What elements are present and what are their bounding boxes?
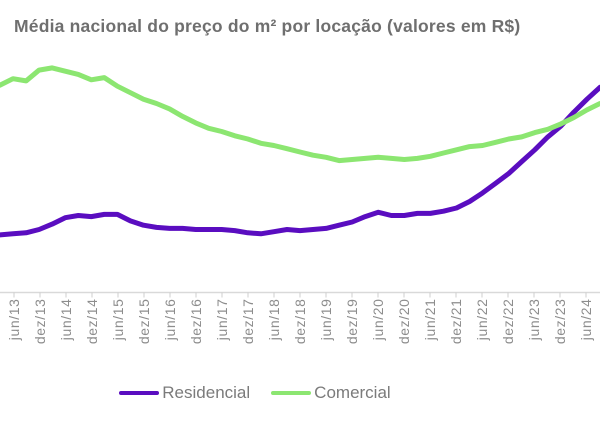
x-axis-tick-label: jun/20 — [370, 299, 386, 342]
legend-item-comercial: Comercial — [271, 383, 391, 403]
x-axis-tick-label: dez/23 — [552, 299, 568, 345]
x-axis-tick-label: dez/20 — [396, 299, 412, 345]
x-axis-tick-label: dez/13 — [32, 299, 48, 345]
x-axis-tick-label: dez/19 — [344, 299, 360, 345]
x-axis-tick-label: dez/21 — [448, 299, 464, 345]
x-axis-tick-label: jun/17 — [214, 299, 230, 342]
x-axis-tick-label: jun/21 — [422, 299, 438, 342]
comercial-line-swatch — [271, 390, 312, 396]
x-axis-tick-label: jun/14 — [58, 299, 74, 342]
legend-label-comercial: Comercial — [314, 383, 391, 402]
legend: Residencial Comercial — [0, 381, 555, 405]
x-axis-tick-label: dez/18 — [292, 299, 308, 345]
x-axis-tick-label: dez/16 — [188, 299, 204, 345]
x-axis-tick-label: dez/15 — [136, 299, 152, 345]
residencial-line — [0, 84, 600, 238]
x-axis-tick-label: jun/22 — [474, 299, 490, 342]
chart-title: Média nacional do preço do m² por locaçã… — [14, 16, 521, 36]
x-axis-tick-label: jun/18 — [266, 299, 282, 342]
x-axis-tick-label: jun/15 — [110, 299, 126, 342]
legend-item-residencial: Residencial — [119, 383, 250, 403]
x-axis-tick-label: dez/22 — [500, 299, 516, 345]
x-axis-tick-label: jun/19 — [318, 299, 334, 342]
legend-label-residencial: Residencial — [162, 383, 251, 402]
comercial-line — [0, 65, 600, 164]
x-axis-tick-label: dez/17 — [240, 299, 256, 345]
x-axis-tick-label: jun/16 — [162, 299, 178, 342]
x-axis-tick-label: jun/24 — [578, 299, 594, 342]
x-axis-tick-label: jun/23 — [526, 299, 542, 342]
x-axis-tick-label: jun/13 — [6, 299, 22, 342]
residencial-line-swatch — [119, 390, 160, 396]
x-axis-tick-label: dez/14 — [84, 299, 100, 345]
